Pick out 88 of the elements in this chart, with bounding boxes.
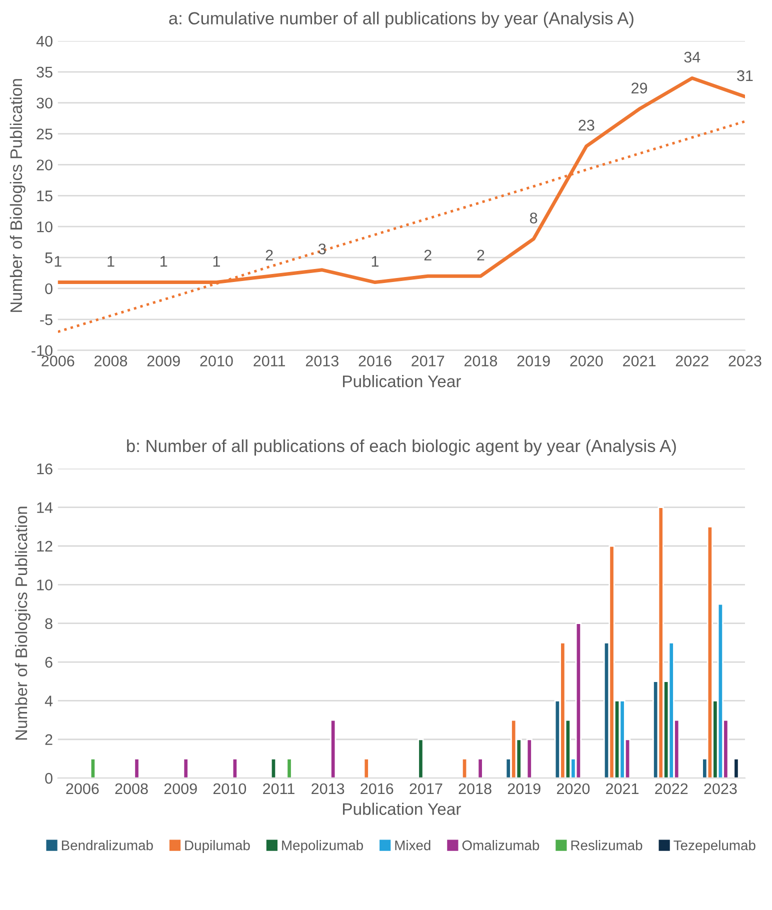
x-tick-label: 2021	[606, 783, 639, 794]
x-tick-label: 2017	[410, 783, 442, 794]
y-tick-label: 4	[44, 696, 53, 706]
x-tick-label: 2010	[213, 783, 246, 794]
bar	[418, 738, 424, 778]
bar	[134, 758, 140, 778]
bar	[270, 758, 277, 778]
y-tick-label: -10	[32, 345, 52, 356]
data-label: 23	[578, 120, 594, 131]
x-tick-label: 2018	[464, 356, 498, 366]
legend-label: Dupilumab	[185, 840, 250, 853]
y-tick-label: 14	[37, 502, 53, 513]
bar	[286, 758, 292, 778]
x-axis-title: Publication Year	[343, 802, 461, 815]
x-tick-label: 2008	[115, 783, 148, 794]
y-axis-title: Number of Biologics Publication	[10, 79, 26, 312]
legend-label: Bendralizumab	[62, 840, 153, 850]
data-label: 29	[632, 82, 648, 94]
x-tick-label: 2023	[728, 356, 762, 366]
x-tick-label: 2020	[570, 356, 603, 366]
data-label: 2	[266, 250, 273, 260]
data-label: 2	[424, 250, 432, 260]
x-tick-label: 2023	[704, 783, 737, 794]
data-label: 1	[54, 256, 62, 267]
x-tick-label: 2009	[164, 783, 197, 794]
y-tick-label: 10	[37, 580, 52, 590]
legend-label: Omalizumab	[462, 840, 540, 850]
bar	[232, 758, 238, 778]
chart-title: a: Cumulative number of all publications by year (Analysis A)	[169, 12, 634, 28]
data-label: 2	[477, 250, 484, 260]
y-tick-label: 6	[45, 656, 52, 668]
data-label: 1	[213, 256, 220, 267]
data-label: 1	[160, 256, 168, 267]
data-label: 8	[530, 212, 538, 224]
x-tick-label: 2019	[508, 783, 540, 794]
x-tick-label: 2008	[94, 356, 128, 366]
y-tick-label: 0	[45, 283, 52, 294]
data-label: 1	[372, 256, 379, 267]
x-tick-label: 2009	[147, 356, 180, 366]
y-tick-label: -5	[40, 314, 52, 326]
bar	[733, 758, 740, 778]
y-tick-label: 30	[36, 98, 52, 109]
x-axis-title: Publication Year	[343, 375, 461, 388]
y-tick-label: 10	[37, 221, 52, 232]
y-tick-label: 25	[36, 128, 52, 140]
x-tick-label: 2011	[263, 783, 294, 794]
y-tick-label: 0	[45, 772, 52, 784]
y-axis-title: Number of Biologics Publication	[14, 506, 30, 740]
y-tick-label: 8	[45, 618, 52, 630]
x-tick-label: 2006	[42, 356, 74, 366]
x-tick-label: 2019	[517, 356, 550, 366]
y-tick-label: 12	[37, 540, 52, 552]
legend-label: Tezepelumab	[674, 840, 756, 853]
x-tick-label: 2016	[360, 783, 394, 794]
x-tick-label: 2013	[312, 783, 344, 794]
data-label: 1	[108, 256, 114, 267]
y-tick-label: 20	[36, 160, 52, 170]
x-tick-label: 2016	[358, 356, 392, 366]
data-label: 31	[737, 70, 753, 82]
x-tick-label: 2018	[458, 783, 492, 794]
x-tick-label: 2021	[623, 356, 656, 366]
chart-title: b: Number of all publications of each biologic agent by year (Analysis A)	[127, 439, 676, 456]
y-tick-label: 15	[37, 190, 52, 202]
y-tick-label: 40	[36, 36, 52, 47]
y-tick-label: 35	[36, 66, 52, 78]
data-label: 34	[684, 52, 700, 63]
x-tick-label: 2010	[200, 356, 233, 366]
x-tick-label: 2013	[306, 356, 338, 366]
x-tick-label: 2022	[676, 356, 708, 366]
x-tick-label: 2017	[412, 356, 444, 366]
x-tick-label: 2006	[66, 783, 99, 794]
y-tick-label: 16	[37, 464, 52, 474]
bar	[363, 758, 370, 778]
legend-label: Mepolizumab	[282, 840, 363, 853]
bar	[461, 758, 468, 778]
x-tick-label: 2022	[655, 783, 688, 794]
y-tick-label: 5	[45, 252, 52, 264]
bar	[526, 738, 532, 778]
bar	[90, 758, 96, 778]
x-tick-label: 2011	[254, 356, 285, 366]
legend-label: Mixed	[395, 840, 430, 850]
bar	[182, 758, 189, 778]
y-tick-label: 2	[45, 734, 52, 745]
x-tick-label: 2020	[556, 783, 590, 794]
data-label: 3	[318, 244, 326, 254]
bar	[330, 719, 336, 778]
bar	[477, 758, 484, 778]
legend-label: Reslizumab	[571, 840, 642, 850]
